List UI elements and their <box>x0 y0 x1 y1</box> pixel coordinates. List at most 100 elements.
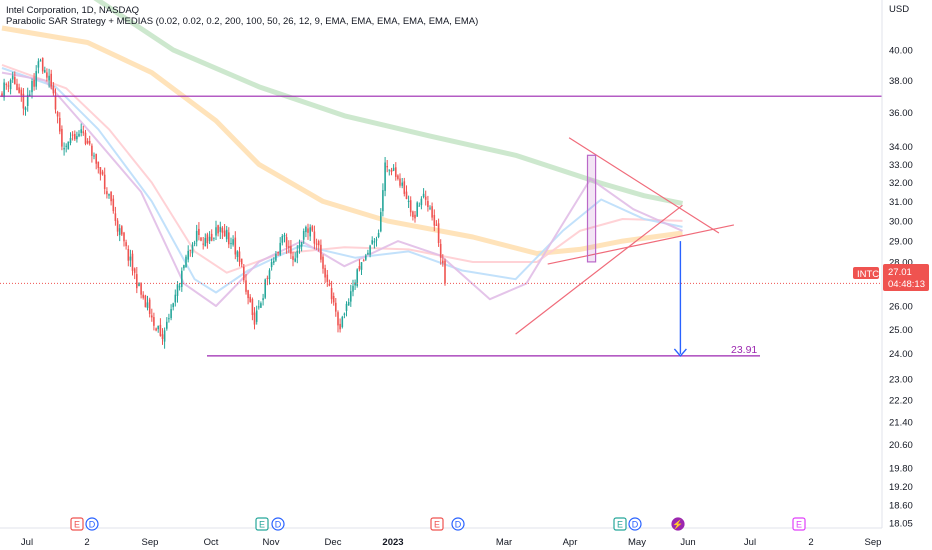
candle-body <box>215 227 217 236</box>
indicator-legend[interactable]: Parabolic SAR Strategy + MEDIAS (0.02, 0… <box>6 16 479 27</box>
price-tag-box <box>883 264 929 291</box>
candle-body <box>345 303 348 311</box>
time-tick-label: Nov <box>263 537 280 548</box>
candle-body <box>253 312 256 325</box>
time-tick-label: Apr <box>563 537 578 548</box>
candle-body <box>189 249 192 251</box>
candle-body <box>191 244 194 254</box>
candle-body <box>288 246 290 248</box>
candle-body <box>418 205 421 207</box>
price-tag-countdown: 04:48:13 <box>888 279 925 290</box>
candle-body <box>302 231 305 240</box>
event-marker <box>430 517 444 531</box>
candle-body <box>163 330 166 342</box>
candle-body <box>384 162 386 191</box>
candle-body <box>129 256 132 261</box>
candle-body <box>275 254 277 261</box>
price-axis[interactable]: 40.00 38.00 36.00 34.00 33.00 32.00 31.00 30.00… <box>889 45 913 529</box>
candle-body <box>31 81 33 93</box>
candle-body <box>362 260 365 262</box>
candle-body <box>386 166 388 168</box>
last-price-tag: INTC 27.01 04:48:13 <box>853 264 929 291</box>
candle-body <box>63 148 65 150</box>
candle-body <box>431 206 433 218</box>
candle-body <box>442 260 444 264</box>
candle-body <box>435 224 438 226</box>
candle-body <box>97 161 100 168</box>
candle-body <box>213 237 215 239</box>
candle-body <box>39 60 42 62</box>
candle-body <box>427 201 429 207</box>
candle-body <box>403 181 406 194</box>
candle-body <box>86 140 89 144</box>
time-tick-label: 2023 <box>382 537 403 548</box>
support-value-label: 23.91 <box>731 344 757 356</box>
candle-body <box>11 75 14 80</box>
candle-body <box>407 200 410 202</box>
time-tick-label: 2 <box>84 537 89 548</box>
price-tag-value: 27.01 <box>888 267 912 278</box>
candle-body <box>221 227 224 233</box>
price-tick-label: 22.20 <box>889 396 913 407</box>
candle-body <box>240 258 243 265</box>
candle-body <box>343 313 346 315</box>
candle-body <box>1 93 3 97</box>
candle-body <box>395 167 397 177</box>
candle-body <box>380 212 382 232</box>
candle-body <box>210 233 213 241</box>
candle-body <box>80 129 82 133</box>
price-tick-label: 32.00 <box>889 178 913 189</box>
candle-body <box>243 266 245 281</box>
candle-body <box>44 70 46 73</box>
candle-body <box>332 296 335 303</box>
candle-body <box>251 299 254 315</box>
candle-body <box>159 324 162 336</box>
candle-body <box>166 321 168 329</box>
candle-body <box>326 274 329 282</box>
candle-body <box>354 282 356 286</box>
candle-body <box>146 302 149 308</box>
candle-body <box>3 82 5 98</box>
candle-body <box>144 295 147 308</box>
event-marker <box>628 517 642 531</box>
candle-body <box>110 191 112 202</box>
candle-body <box>377 233 380 237</box>
candle-body <box>277 252 279 254</box>
candle-body <box>444 260 446 284</box>
candle-body <box>140 282 142 295</box>
candle-body <box>228 232 230 245</box>
candle-body <box>337 312 339 326</box>
candle-body <box>181 270 183 287</box>
candle-body <box>360 262 363 270</box>
candle-body <box>93 155 95 157</box>
candle-body <box>76 136 78 140</box>
candle-body <box>245 280 247 292</box>
candle-body <box>5 84 8 86</box>
time-tick-label: Mar <box>496 537 512 548</box>
candle-body <box>204 237 207 247</box>
candle-body <box>405 191 408 199</box>
annotations: 23.91 <box>0 95 882 357</box>
candle-body <box>273 260 275 263</box>
candle-body <box>69 138 72 143</box>
ema-line <box>93 0 683 206</box>
event-marker <box>255 517 269 531</box>
candle-body <box>24 107 27 110</box>
ema-line <box>1 63 683 274</box>
candle-body <box>375 239 378 241</box>
candle-body <box>112 198 115 212</box>
candle-body <box>350 291 352 302</box>
candle-body <box>433 215 436 226</box>
candle-body <box>262 298 264 301</box>
event-marker <box>70 517 84 531</box>
candle-body <box>176 284 179 296</box>
candle-body <box>399 178 401 186</box>
time-axis[interactable]: Jul 2 Sep Oct Nov Dec 2023 Mar Apr May Jun Jul 2 Sep <box>21 537 882 548</box>
price-tick-label: 18.05 <box>889 519 913 530</box>
time-tick-label: Jul <box>21 537 33 548</box>
candle-body <box>35 71 37 87</box>
candle-body <box>341 316 344 327</box>
candle-body <box>300 242 303 247</box>
candles <box>1 57 446 349</box>
